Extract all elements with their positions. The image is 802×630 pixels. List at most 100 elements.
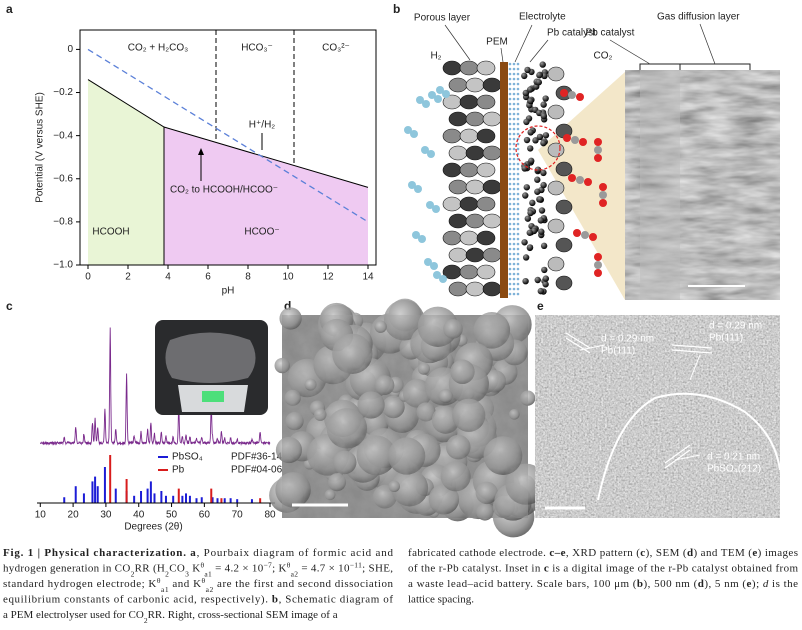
fiber <box>465 145 485 161</box>
electrolyte-dot <box>508 172 512 176</box>
electrolyte-dot <box>512 117 516 121</box>
h-atom <box>436 86 444 94</box>
y-tick-label: −0.6 <box>53 173 73 184</box>
h-atom <box>426 201 434 209</box>
c-atom <box>576 176 584 184</box>
x-tick-label: 50 <box>166 510 178 521</box>
caption-line: Fig. 1 | Physical characterization. a, P… <box>3 547 393 559</box>
electrolyte-dot <box>512 217 516 221</box>
catalyst-particle <box>534 188 541 195</box>
caption-text: , XRD pattern ( <box>566 547 640 559</box>
electrolyte-dot <box>516 212 520 216</box>
electrolyte-dot <box>508 222 512 226</box>
leader <box>689 354 701 381</box>
caption-text: hydrogen generation in CO <box>3 563 130 575</box>
y-tick-label: −0.8 <box>53 217 73 228</box>
h-atom <box>428 91 436 99</box>
caption-text: , Schematic diagram of <box>279 594 394 606</box>
x-tick-label: 0 <box>85 272 91 283</box>
electrolyte-dot <box>512 267 516 271</box>
electrolyte-dot <box>508 272 512 276</box>
o-atom <box>594 253 602 261</box>
catalyst-particle <box>540 139 547 147</box>
catalyst-particle <box>522 89 530 97</box>
fiber <box>448 281 468 297</box>
h-atom <box>421 146 429 154</box>
schematic-label: Pb catalyst <box>547 28 596 39</box>
electrolyte-dot <box>512 77 516 81</box>
catalyst-particle <box>523 136 531 144</box>
electrolyte-dot <box>512 112 516 116</box>
panel-a: 0 2 4 6 8 10 12 14 0 −0.2 −0.4 −0.6 −0.8 −1.0 pH Potent… <box>35 29 377 297</box>
electrolyte-dot <box>508 102 512 106</box>
schematic-label: PEM <box>486 37 508 48</box>
fiber <box>476 230 496 246</box>
o-atom <box>599 199 607 207</box>
fiber <box>482 213 502 229</box>
leader <box>674 454 701 461</box>
y-tick-label: 0 <box>67 44 73 55</box>
fiber <box>442 230 462 246</box>
electrolyte-dot <box>516 267 520 271</box>
electrolyte-dot <box>508 87 512 91</box>
h-atom <box>433 271 441 279</box>
electrolyte-dot <box>508 67 512 71</box>
y-axis-label: Potential (V versus SHE) <box>35 92 46 203</box>
catalyst-particle <box>536 133 544 141</box>
electrolyte-dot <box>508 287 512 291</box>
electrolyte-dot <box>516 202 520 206</box>
schematic-label: Electrolyte <box>519 12 566 23</box>
catalyst-particle <box>536 196 544 203</box>
o-atom <box>599 183 607 191</box>
caption-text: are the first and second dissociation <box>214 578 394 590</box>
legend-name: Pb <box>172 465 185 476</box>
caption-text: 2 <box>131 569 135 578</box>
c-atom <box>581 231 589 239</box>
electrolyte-dot <box>508 177 512 181</box>
catalyst-particle <box>522 254 530 261</box>
caption-text: and K <box>169 578 201 590</box>
fiber <box>465 281 485 297</box>
electrolyte-dot <box>508 242 512 246</box>
bracket <box>680 63 751 70</box>
electrolyte-dot <box>512 222 516 226</box>
lattice-plane: PbSO₄(212) <box>707 464 761 475</box>
catalyst-particle <box>523 184 530 191</box>
fiber <box>442 196 462 212</box>
leader <box>444 24 471 61</box>
h-atom <box>424 258 432 266</box>
c-atom <box>599 191 607 199</box>
fiber <box>555 275 573 291</box>
bag <box>165 332 256 383</box>
region-label: HCOO⁻ <box>244 227 279 238</box>
electrolyte-dot <box>512 167 516 171</box>
y-tick-label: −0.2 <box>53 87 73 98</box>
caption: Fig. 1 | Physical characterization. a, P… <box>3 547 798 625</box>
electrolyte-dot <box>516 127 520 131</box>
catalyst-particle <box>542 95 549 102</box>
caption-text: θ <box>287 560 291 569</box>
electrolyte-dot <box>516 247 520 251</box>
electrolyte-dot <box>512 62 516 66</box>
electrolyte-dot <box>516 77 520 81</box>
electrolyte-dot <box>512 142 516 146</box>
pem <box>500 62 508 298</box>
caption-text: θ <box>157 576 161 585</box>
h-atom <box>427 150 435 158</box>
catalyst-particle <box>527 145 534 152</box>
catalyst-particle <box>534 176 541 183</box>
region-label: CO₃²⁻ <box>322 43 350 54</box>
caption-text: a1 <box>161 585 169 594</box>
electrolyte-dot <box>508 217 512 221</box>
caption-text: e <box>752 547 757 559</box>
catalyst-particle <box>528 157 535 165</box>
catalyst-particle <box>538 228 545 235</box>
electrolyte-dot <box>512 147 516 151</box>
caption-text: ); <box>752 578 762 590</box>
c-atom <box>594 146 602 154</box>
electrolyte-dot <box>508 197 512 201</box>
x-tick-label: 4 <box>165 272 171 283</box>
boundary-line <box>87 79 369 188</box>
electrolyte-dot <box>508 237 512 241</box>
panel-b: Porous layer PEM Electrolyte Pb catalystPb … <box>404 12 780 300</box>
